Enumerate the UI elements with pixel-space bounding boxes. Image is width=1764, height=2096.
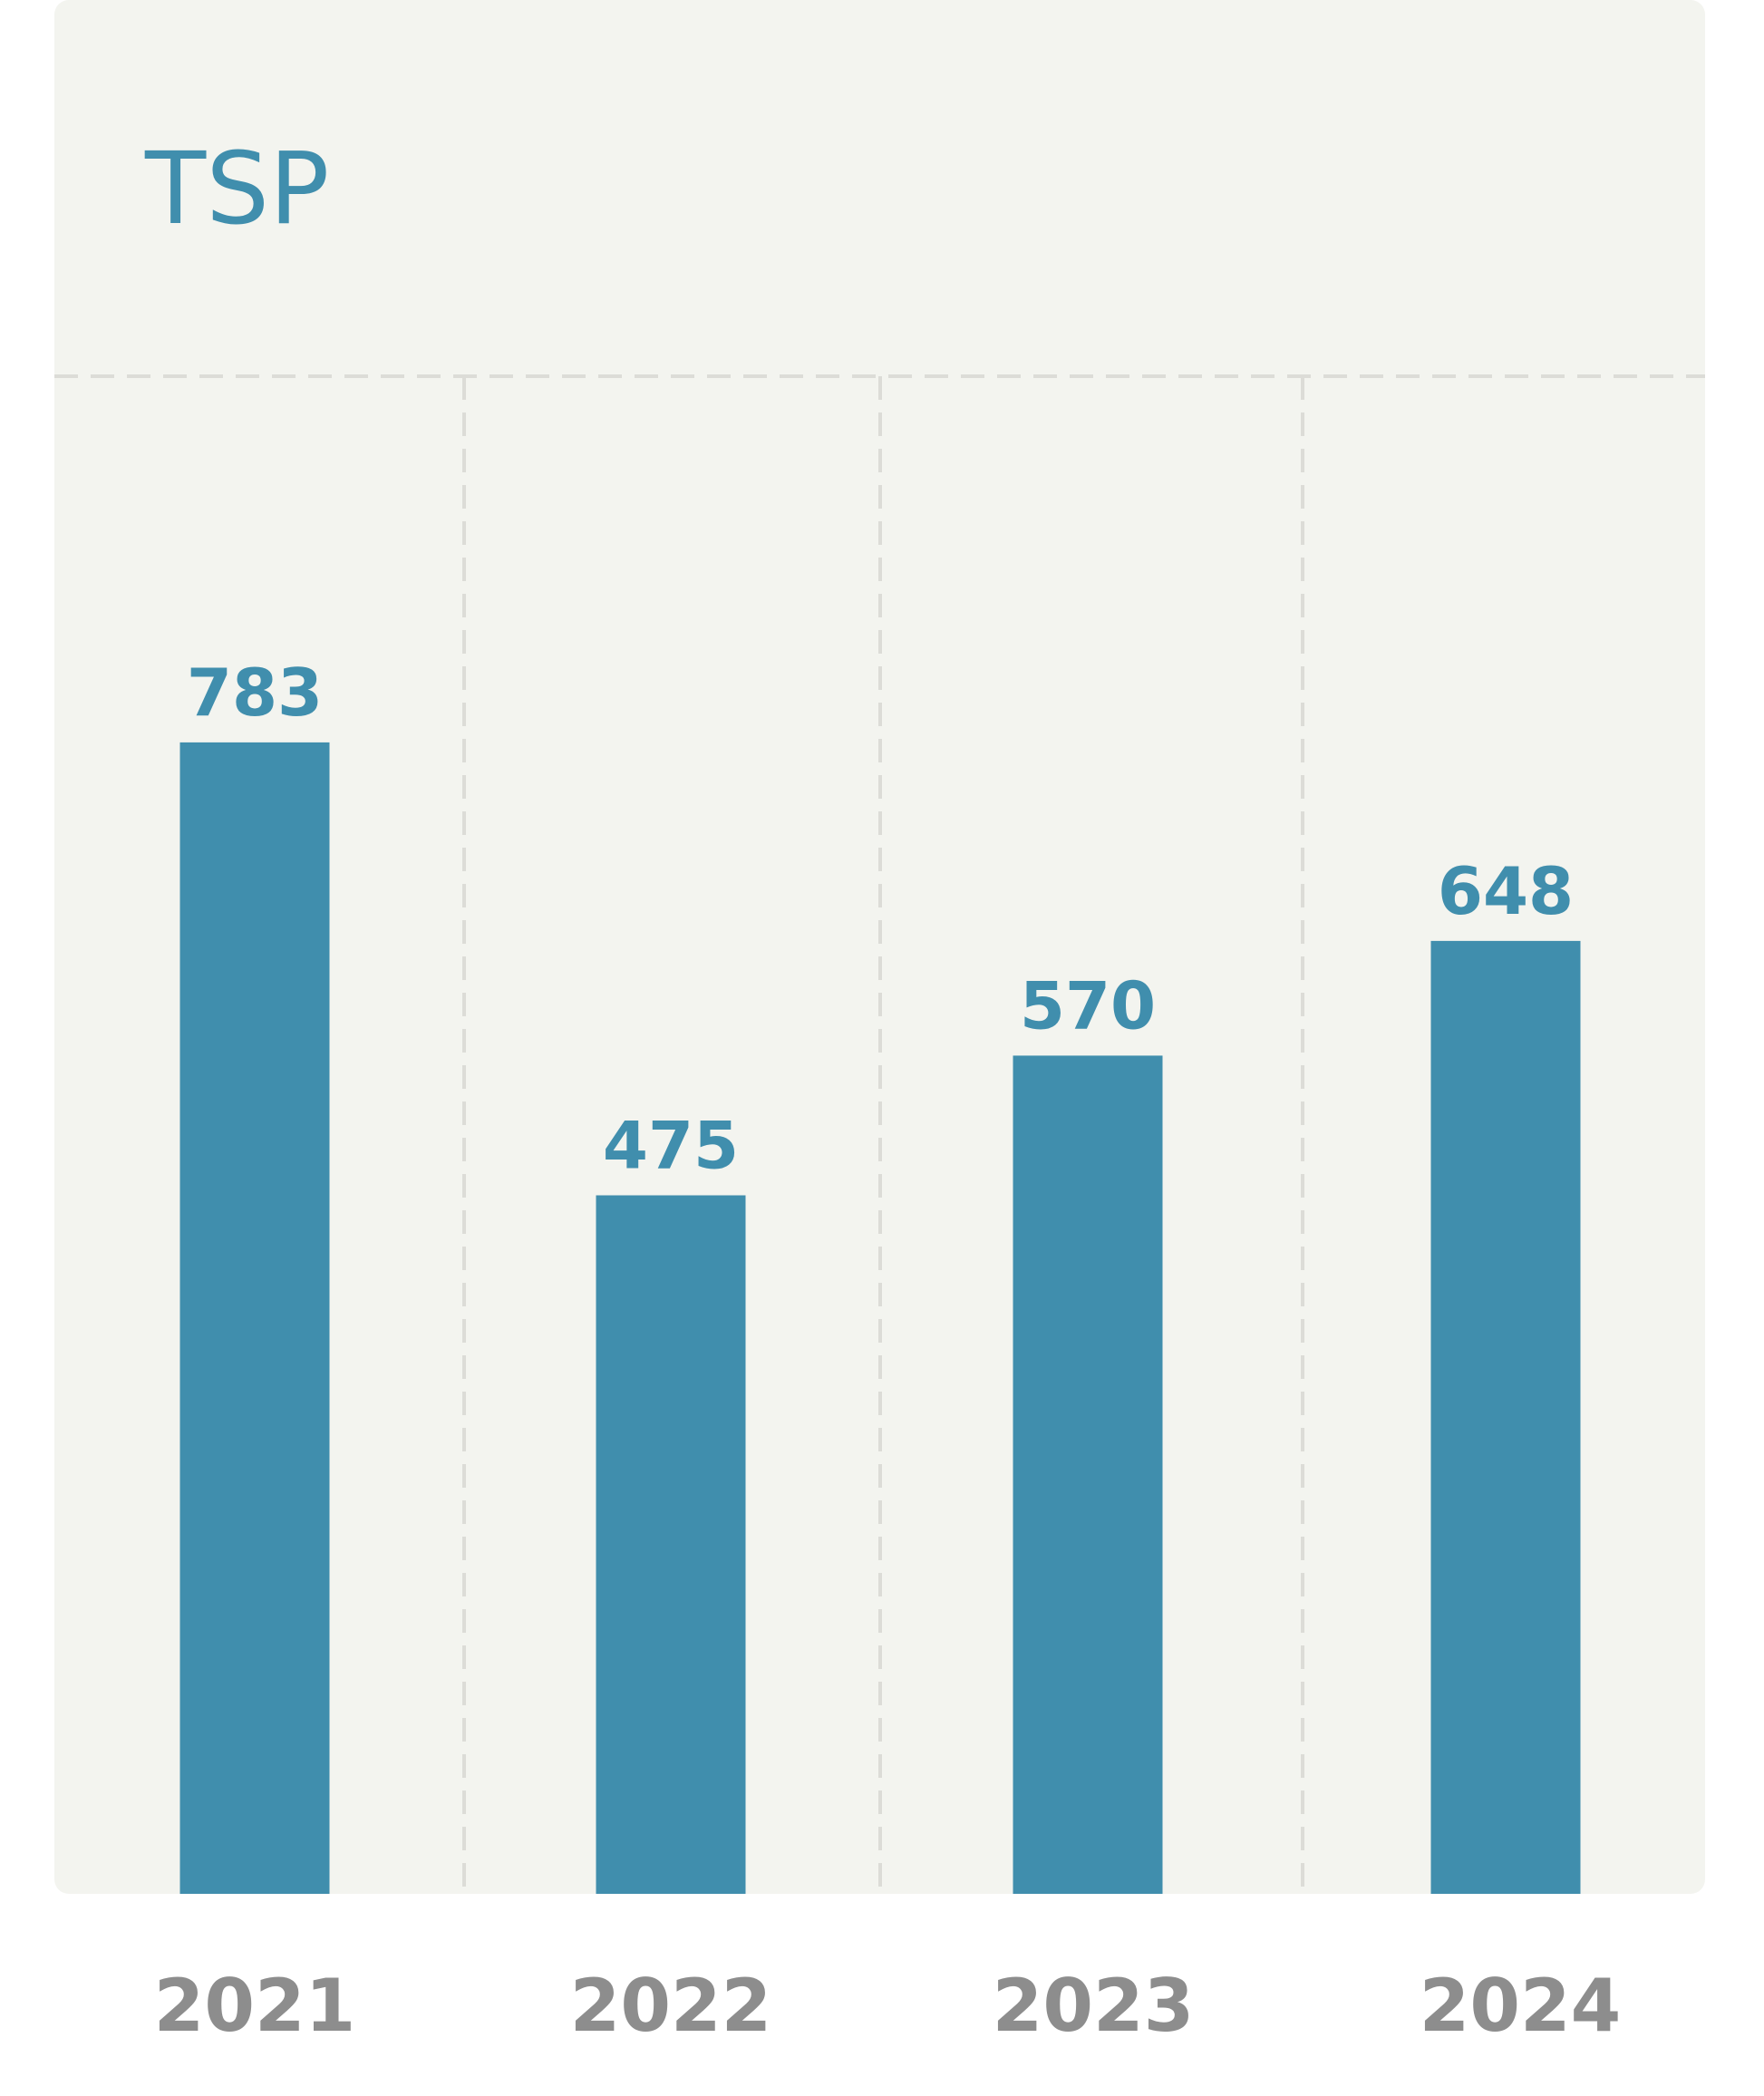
value-label: 783 <box>187 655 323 731</box>
x-tick-label: 2021 <box>154 1964 356 2048</box>
x-tick-label: 2023 <box>993 1964 1195 2048</box>
value-label: 648 <box>1438 853 1574 929</box>
bar <box>1430 940 1581 1894</box>
chart-title: TSP <box>144 131 329 247</box>
bar <box>179 742 330 1895</box>
value-label: 570 <box>1020 967 1156 1043</box>
panel <box>54 0 1705 1894</box>
bar <box>596 1195 746 1894</box>
value-label: 475 <box>603 1108 739 1184</box>
x-tick-label: 2024 <box>1420 1964 1622 2048</box>
bar <box>1013 1055 1163 1894</box>
x-tick-label: 2022 <box>570 1964 772 2048</box>
